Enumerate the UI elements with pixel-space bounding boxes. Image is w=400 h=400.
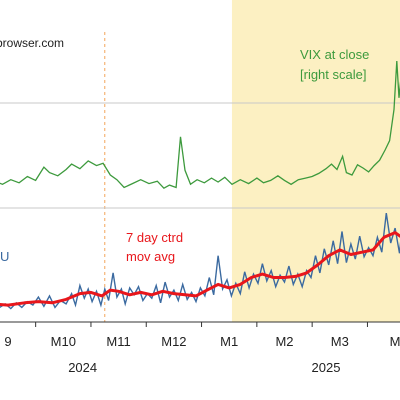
x-month-label: M11 (106, 334, 130, 349)
x-month-label: M1 (220, 334, 238, 349)
moving-average-line (0, 231, 400, 307)
x-month-label: M12 (161, 334, 186, 349)
vix-annotation-line-1: VIX at close (300, 47, 369, 62)
vix-series-line (0, 61, 400, 190)
x-month-label: M10 (51, 334, 76, 349)
vix-annotation-line-2: [right scale] (300, 67, 366, 82)
x-month-label: M3 (331, 334, 349, 349)
x-axis-ticks (35, 322, 368, 327)
x-year-label: 2024 (68, 360, 97, 375)
mov-avg-annotation-line-1: 7 day ctrd (126, 230, 183, 245)
x-month-label: M (390, 334, 400, 349)
x-month-label: 9 (4, 334, 11, 349)
x-year-label: 2025 (312, 360, 341, 375)
x-month-labels: 9 M10 M11 M12 M1 M2 M3 M (4, 334, 400, 349)
gridlines (0, 102, 400, 209)
source-label: browser.com (0, 36, 64, 50)
mov-avg-annotation-line-2: mov avg (126, 249, 175, 264)
x-month-label: M2 (275, 334, 293, 349)
x-year-labels: 2024 2025 (68, 360, 340, 375)
daily-series-label-fragment: U (0, 249, 9, 264)
shaded-region (231, 0, 400, 322)
